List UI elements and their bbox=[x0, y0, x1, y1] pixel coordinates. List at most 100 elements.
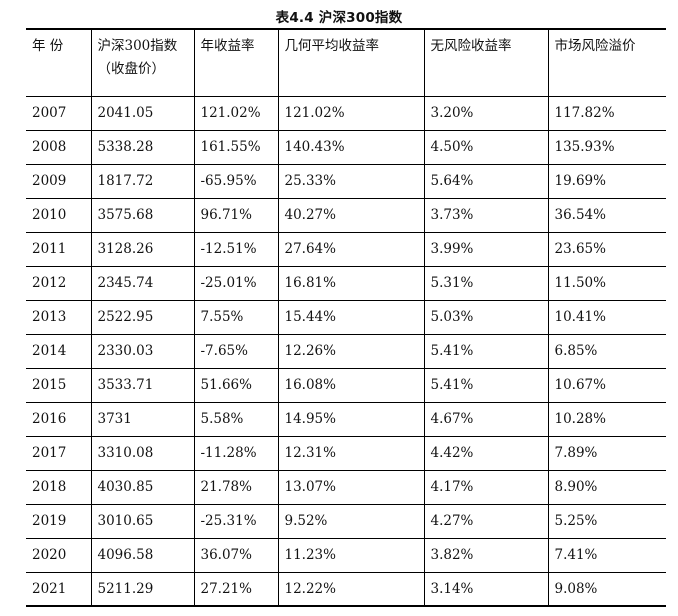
cell-annual-return: 5.58% bbox=[193, 402, 278, 437]
cell-geometric-mean-return: 12.22% bbox=[277, 572, 424, 607]
cell-market-risk-premium: 9.08% bbox=[547, 572, 666, 607]
table-row: 2017 3310.08 -11.28% 12.31% 4.42% 7.89% bbox=[26, 436, 666, 471]
cell-geometric-mean-return: 14.95% bbox=[277, 402, 424, 437]
table-header: 年 份 沪深300指数（收盘价） 年收益率 几何平均收益率 无风险收益率 市场风… bbox=[26, 28, 666, 97]
cell-annual-return: -25.31% bbox=[193, 504, 278, 539]
cell-annual-return: -11.28% bbox=[193, 436, 278, 471]
cell-annual-return: 7.55% bbox=[193, 300, 278, 335]
cell-risk-free-rate: 3.14% bbox=[423, 572, 548, 607]
cell-market-risk-premium: 5.25% bbox=[547, 504, 666, 539]
cell-index-close: 3533.71 bbox=[90, 368, 194, 403]
cell-market-risk-premium: 7.41% bbox=[547, 538, 666, 573]
cell-geometric-mean-return: 13.07% bbox=[277, 470, 424, 505]
cell-market-risk-premium: 6.85% bbox=[547, 334, 666, 369]
cell-market-risk-premium: 8.90% bbox=[547, 470, 666, 505]
header-year: 年 份 bbox=[26, 28, 91, 97]
cell-risk-free-rate: 5.31% bbox=[423, 266, 548, 301]
header-annual-return: 年收益率 bbox=[193, 28, 278, 97]
cell-risk-free-rate: 4.17% bbox=[423, 470, 548, 505]
cell-risk-free-rate: 3.73% bbox=[423, 198, 548, 233]
table-row: 2007 2041.05 121.02% 121.02% 3.20% 117.82% bbox=[26, 96, 666, 131]
cell-index-close: 2041.05 bbox=[90, 96, 194, 131]
cell-year: 2018 bbox=[26, 470, 91, 505]
cell-risk-free-rate: 4.67% bbox=[423, 402, 548, 437]
cell-geometric-mean-return: 12.26% bbox=[277, 334, 424, 369]
cell-year: 2013 bbox=[26, 300, 91, 335]
cell-index-close: 5211.29 bbox=[90, 572, 194, 607]
cell-geometric-mean-return: 25.33% bbox=[277, 164, 424, 199]
cell-market-risk-premium: 19.69% bbox=[547, 164, 666, 199]
table-row: 2019 3010.65 -25.31% 9.52% 4.27% 5.25% bbox=[26, 504, 666, 539]
cell-annual-return: 27.21% bbox=[193, 572, 278, 607]
cell-geometric-mean-return: 27.64% bbox=[277, 232, 424, 267]
cell-geometric-mean-return: 16.81% bbox=[277, 266, 424, 301]
cell-market-risk-premium: 117.82% bbox=[547, 96, 666, 131]
table-row: 2009 1817.72 -65.95% 25.33% 5.64% 19.69% bbox=[26, 164, 666, 199]
header-market-risk-premium: 市场风险溢价 bbox=[547, 28, 666, 97]
cell-market-risk-premium: 135.93% bbox=[547, 130, 666, 165]
cell-risk-free-rate: 4.50% bbox=[423, 130, 548, 165]
cell-year: 2017 bbox=[26, 436, 91, 471]
cell-risk-free-rate: 4.42% bbox=[423, 436, 548, 471]
cell-risk-free-rate: 3.99% bbox=[423, 232, 548, 267]
cell-annual-return: -7.65% bbox=[193, 334, 278, 369]
table-row: 2021 5211.29 27.21% 12.22% 3.14% 9.08% bbox=[26, 572, 666, 607]
cell-geometric-mean-return: 16.08% bbox=[277, 368, 424, 403]
cell-year: 2012 bbox=[26, 266, 91, 301]
cell-index-close: 5338.28 bbox=[90, 130, 194, 165]
cell-index-close: 2345.74 bbox=[90, 266, 194, 301]
csi300-index-table: 年 份 沪深300指数（收盘价） 年收益率 几何平均收益率 无风险收益率 市场风… bbox=[26, 28, 666, 607]
cell-annual-return: -25.01% bbox=[193, 266, 278, 301]
cell-year: 2021 bbox=[26, 572, 91, 607]
table-row: 2016 3731 5.58% 14.95% 4.67% 10.28% bbox=[26, 402, 666, 437]
cell-year: 2009 bbox=[26, 164, 91, 199]
table-body: 2007 2041.05 121.02% 121.02% 3.20% 117.82% 200… bbox=[26, 96, 666, 607]
cell-annual-return: 21.78% bbox=[193, 470, 278, 505]
cell-year: 2010 bbox=[26, 198, 91, 233]
table-row: 2014 2330.03 -7.65% 12.26% 5.41% 6.85% bbox=[26, 334, 666, 369]
cell-risk-free-rate: 5.41% bbox=[423, 334, 548, 369]
cell-market-risk-premium: 7.89% bbox=[547, 436, 666, 471]
cell-geometric-mean-return: 121.02% bbox=[277, 96, 424, 131]
header-risk-free-rate: 无风险收益率 bbox=[423, 28, 548, 97]
header-row: 年 份 沪深300指数（收盘价） 年收益率 几何平均收益率 无风险收益率 市场风… bbox=[26, 28, 666, 97]
cell-risk-free-rate: 5.41% bbox=[423, 368, 548, 403]
cell-market-risk-premium: 23.65% bbox=[547, 232, 666, 267]
cell-geometric-mean-return: 11.23% bbox=[277, 538, 424, 573]
cell-risk-free-rate: 3.82% bbox=[423, 538, 548, 573]
cell-index-close: 3128.26 bbox=[90, 232, 194, 267]
cell-market-risk-premium: 36.54% bbox=[547, 198, 666, 233]
table-row: 2020 4096.58 36.07% 11.23% 3.82% 7.41% bbox=[26, 538, 666, 573]
cell-year: 2020 bbox=[26, 538, 91, 573]
cell-year: 2007 bbox=[26, 96, 91, 131]
cell-annual-return: 51.66% bbox=[193, 368, 278, 403]
cell-risk-free-rate: 5.03% bbox=[423, 300, 548, 335]
table-row: 2010 3575.68 96.71% 40.27% 3.73% 36.54% bbox=[26, 198, 666, 233]
cell-index-close: 3010.65 bbox=[90, 504, 194, 539]
table-row: 2012 2345.74 -25.01% 16.81% 5.31% 11.50% bbox=[26, 266, 666, 301]
cell-annual-return: 36.07% bbox=[193, 538, 278, 573]
cell-annual-return: -65.95% bbox=[193, 164, 278, 199]
cell-annual-return: 121.02% bbox=[193, 96, 278, 131]
cell-index-close: 3731 bbox=[90, 402, 194, 437]
cell-year: 2016 bbox=[26, 402, 91, 437]
cell-year: 2008 bbox=[26, 130, 91, 165]
cell-index-close: 4096.58 bbox=[90, 538, 194, 573]
cell-annual-return: 161.55% bbox=[193, 130, 278, 165]
table-caption: 表4.4 沪深300指数 bbox=[275, 10, 403, 26]
table-row: 2008 5338.28 161.55% 140.43% 4.50% 135.93% bbox=[26, 130, 666, 165]
cell-geometric-mean-return: 40.27% bbox=[277, 198, 424, 233]
cell-year: 2011 bbox=[26, 232, 91, 267]
cell-index-close: 2522.95 bbox=[90, 300, 194, 335]
cell-market-risk-premium: 10.67% bbox=[547, 368, 666, 403]
cell-annual-return: -12.51% bbox=[193, 232, 278, 267]
cell-market-risk-premium: 11.50% bbox=[547, 266, 666, 301]
cell-index-close: 3310.08 bbox=[90, 436, 194, 471]
cell-year: 2019 bbox=[26, 504, 91, 539]
cell-geometric-mean-return: 9.52% bbox=[277, 504, 424, 539]
cell-index-close: 4030.85 bbox=[90, 470, 194, 505]
header-index-close: 沪深300指数（收盘价） bbox=[90, 28, 194, 97]
cell-geometric-mean-return: 140.43% bbox=[277, 130, 424, 165]
cell-risk-free-rate: 5.64% bbox=[423, 164, 548, 199]
table-row: 2018 4030.85 21.78% 13.07% 4.17% 8.90% bbox=[26, 470, 666, 505]
